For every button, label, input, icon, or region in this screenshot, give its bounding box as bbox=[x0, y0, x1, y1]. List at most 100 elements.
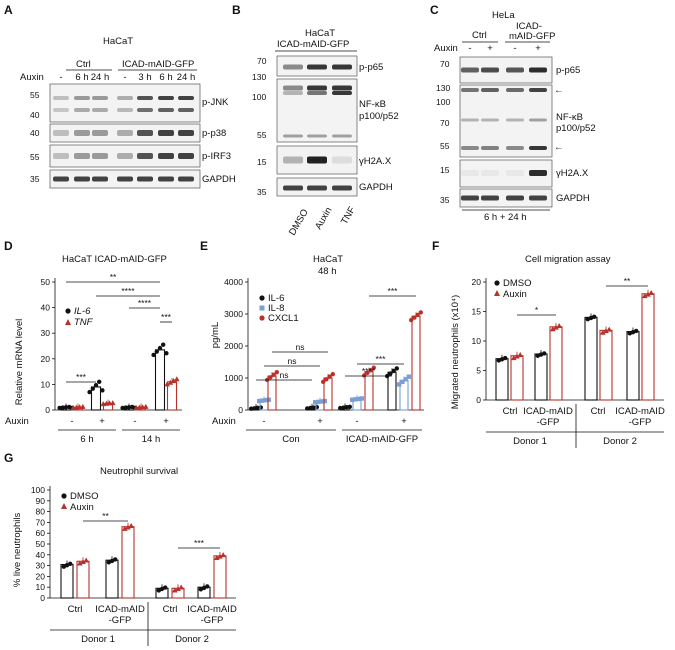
panel-e-bar-cxcl1 bbox=[323, 377, 333, 411]
panel-f-cat-gfp-1: -GFP bbox=[537, 417, 560, 428]
panel-g-sig-1: ** bbox=[102, 511, 109, 521]
panel-d-point-il6 bbox=[93, 383, 99, 388]
panel-f-ytick-label: 5 bbox=[476, 366, 481, 376]
panel-e-point-il6 bbox=[347, 404, 352, 409]
panel-e-point-il8 bbox=[260, 398, 265, 403]
panel-a-blot-pirf3: p-IRF3 bbox=[202, 151, 231, 162]
blot-band bbox=[506, 195, 524, 201]
blot-band bbox=[178, 153, 194, 159]
panel-f-point-dmso bbox=[634, 328, 639, 334]
panel-f-letter: F bbox=[432, 239, 439, 253]
blot-band bbox=[117, 176, 133, 182]
panel-d-sign-4: + bbox=[163, 416, 169, 427]
panel-d-point-il6 bbox=[97, 379, 102, 385]
panel-e-point-cxcl1 bbox=[324, 377, 329, 382]
panel-g-donor-2: Donor 2 bbox=[175, 634, 209, 645]
panel-e-point-il8 bbox=[313, 400, 318, 405]
panel-d-ytick-label: 30 bbox=[41, 328, 51, 338]
blot-band bbox=[74, 96, 90, 100]
panel-a-blot-pp38: p-p38 bbox=[202, 128, 226, 139]
panel-f-point-dmso bbox=[503, 355, 508, 361]
panel-g-legend-auxin: Auxin bbox=[70, 502, 94, 513]
panel-d-sign-3: - bbox=[133, 416, 136, 427]
panel-f-point-auxin bbox=[517, 351, 523, 357]
panel-g-ytick-label: 80 bbox=[36, 507, 46, 517]
panel-c-mw-130: 130 bbox=[436, 83, 450, 93]
panel-a-lane-label: 6 h bbox=[75, 72, 88, 83]
panel-f-point-auxin bbox=[645, 291, 651, 297]
panel-e-point-cxcl1 bbox=[330, 371, 335, 377]
panel-g-point-auxin bbox=[178, 584, 184, 590]
panel-f-ylabel: Migrated neutrophils (x10⁴) bbox=[450, 295, 461, 409]
panel-g-point-dmso bbox=[113, 557, 118, 562]
panel-e-legend-il6: IL-6 bbox=[268, 293, 284, 304]
blot-band bbox=[332, 64, 352, 70]
panel-e-group-icad: ICAD-mAID-GFP bbox=[346, 434, 418, 445]
panel-e-point-cxcl1 bbox=[274, 370, 279, 375]
panel-b-blot-gh2ax: γH2A.X bbox=[359, 156, 392, 167]
blot-band bbox=[117, 108, 133, 112]
panel-d-time-6h: 6 h bbox=[80, 434, 93, 445]
blot-band bbox=[506, 118, 524, 122]
panel-d-sig-2: **** bbox=[121, 286, 135, 296]
panel-e-point-il8 bbox=[400, 379, 405, 385]
panel-e-point-il8 bbox=[319, 399, 324, 404]
blot-band bbox=[117, 153, 133, 159]
panel-f-point-auxin bbox=[600, 329, 606, 335]
panel-d-point-il6 bbox=[157, 345, 163, 351]
blot-band bbox=[74, 176, 90, 182]
panel-d: D HaCaT ICAD-mAID-GFP Relative mRNA leve… bbox=[4, 239, 182, 445]
panel-g-point-dmso bbox=[205, 584, 210, 589]
panel-d-time-14h: 14 h bbox=[142, 434, 161, 445]
panel-e-point-il8 bbox=[316, 399, 321, 405]
blot-band bbox=[481, 67, 499, 73]
panel-g-legend-dmso-marker bbox=[61, 493, 67, 499]
panel-c-arrow-2: ← bbox=[554, 142, 564, 153]
panel-a-mw-55: 55 bbox=[30, 90, 40, 100]
panel-f-cat-ctrl-2: Ctrl bbox=[591, 406, 606, 417]
panel-c-auxin: Auxin bbox=[434, 43, 458, 54]
panel-f-point-auxin bbox=[514, 353, 520, 359]
panel-b-lane-auxin: Auxin bbox=[313, 205, 334, 231]
panel-a-lane-label: 6 h bbox=[159, 72, 172, 83]
panel-a-mw-40: 40 bbox=[30, 110, 40, 120]
panel-e-legend-il8: IL-8 bbox=[268, 303, 284, 314]
panel-d-bar-il6 bbox=[154, 349, 166, 411]
blot-band bbox=[307, 91, 327, 95]
panel-d-point-il6 bbox=[100, 388, 105, 393]
panel-c-lane-label: + bbox=[487, 43, 493, 54]
panel-e-ytick-label: 4000 bbox=[224, 277, 243, 287]
panel-e-point-il8 bbox=[322, 398, 327, 404]
panel-e-sign-2: + bbox=[317, 416, 323, 427]
panel-g-ylabel: % live neutrophils bbox=[12, 513, 23, 588]
panel-d-ytick-label: 50 bbox=[41, 277, 51, 287]
panel-a-lane-label: 3 h bbox=[138, 72, 151, 83]
panel-a-lane-label: 24 h bbox=[91, 72, 110, 83]
panel-d-sign-2: + bbox=[99, 416, 105, 427]
panel-e-point-il6 bbox=[305, 406, 310, 411]
blot-band bbox=[481, 118, 499, 122]
panel-b-mw-70: 70 bbox=[257, 56, 267, 66]
blot-band bbox=[158, 130, 174, 136]
panel-e-subtitle: 48 h bbox=[318, 266, 337, 277]
panel-a-mw-35: 35 bbox=[30, 174, 40, 184]
panel-g-point-auxin bbox=[77, 560, 83, 566]
panel-e-point-cxcl1 bbox=[327, 374, 332, 379]
panel-a-lane-label: - bbox=[123, 72, 126, 83]
panel-a-blot-pjnk: p-JNK bbox=[202, 97, 229, 108]
blot-band bbox=[529, 146, 547, 150]
blot-band bbox=[481, 146, 499, 150]
panel-c-blot-pp65: p-p65 bbox=[556, 65, 580, 76]
panel-e-point-cxcl1 bbox=[418, 310, 423, 315]
panel-e-bar-il6 bbox=[387, 371, 397, 411]
blot-band bbox=[461, 118, 479, 122]
blot-band bbox=[283, 91, 303, 95]
panel-e-point-cxcl1 bbox=[412, 315, 417, 320]
blot-band bbox=[158, 153, 174, 159]
panel-d-point-il6 bbox=[63, 405, 69, 410]
panel-d-ytick-label: 20 bbox=[41, 354, 51, 364]
panel-g-point-dmso bbox=[68, 561, 73, 566]
panel-e-point-cxcl1 bbox=[415, 312, 420, 318]
panel-e-point-il6 bbox=[338, 405, 343, 411]
panel-c-mw-100: 100 bbox=[436, 97, 450, 107]
